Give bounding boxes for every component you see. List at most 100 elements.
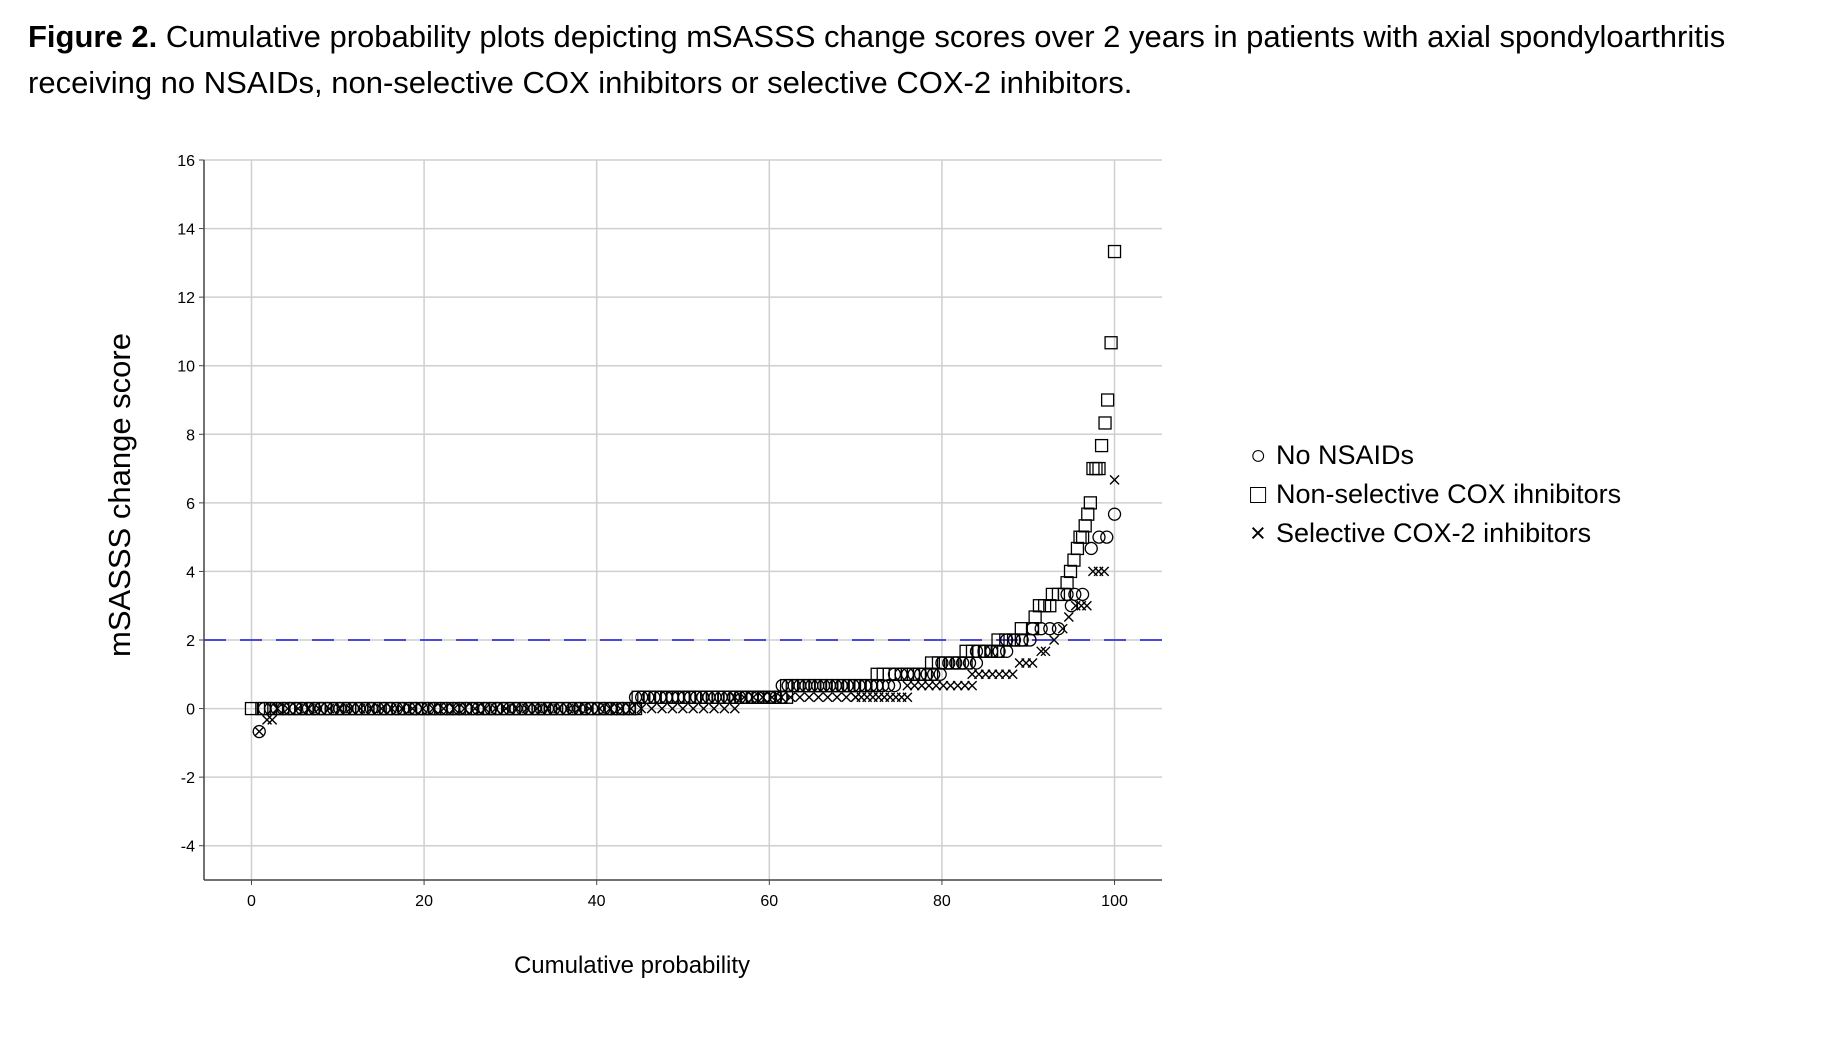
- y-tick-label: -2: [181, 770, 195, 787]
- data-point-non-selective-cox: [1075, 530, 1090, 544]
- data-point-selective-cox2: [459, 703, 470, 714]
- x-axis-title: Cumulative probability: [514, 952, 750, 979]
- data-point-selective-cox2: [293, 703, 304, 714]
- data-point-selective-cox2: [313, 703, 324, 714]
- data-point-selective-cox2: [542, 703, 553, 714]
- data-point-selective-cox2: [480, 703, 491, 714]
- data-point-selective-cox2: [386, 703, 397, 714]
- data-point-non-selective-cox: [1014, 633, 1028, 647]
- data-point-selective-cox2: [657, 703, 668, 714]
- x-tick-label: 0: [247, 893, 256, 910]
- data-point-selective-cox2: [521, 703, 532, 714]
- data-point-non-selective-cox: [1043, 599, 1057, 613]
- legend-label: Selective COX-2 inhibitors: [1276, 518, 1592, 548]
- x-tick-label: 80: [933, 893, 951, 910]
- legend-label: Non-selective COX ihnibitors: [1276, 479, 1622, 509]
- data-point-selective-cox2: [923, 680, 934, 691]
- y-axis-title: mSASSS change score: [102, 333, 137, 657]
- data-point-selective-cox2: [1057, 623, 1068, 634]
- data-point-selective-cox2: [646, 703, 657, 714]
- data-point-selective-cox2: [804, 692, 815, 703]
- data-point-no-nsaids: [1075, 587, 1090, 602]
- data-point-selective-cox2: [469, 703, 480, 714]
- data-point-selective-cox2: [1081, 600, 1092, 611]
- data-point-no-nsaids: [1064, 599, 1079, 613]
- data-point-non-selective-cox: [1089, 461, 1103, 476]
- data-point-non-selective-cox: [999, 633, 1013, 647]
- data-point-selective-cox2: [945, 680, 956, 691]
- data-point-non-selective-cox: [1078, 519, 1092, 533]
- data-point-selective-cox2: [729, 692, 740, 703]
- data-point-selective-cox2: [1007, 669, 1018, 680]
- data-point-non-selective-cox: [1067, 553, 1081, 567]
- data-point-non-selective-cox: [1107, 244, 1122, 259]
- x-tick-label: 20: [415, 893, 433, 910]
- y-tick-label: 8: [186, 427, 195, 444]
- data-point-selective-cox2: [303, 703, 314, 714]
- data-point-no-nsaids: [1100, 530, 1114, 544]
- y-tick-label: 4: [186, 564, 195, 581]
- data-point-selective-cox2: [272, 703, 283, 714]
- data-point-selective-cox2: [355, 703, 366, 714]
- data-point-no-nsaids: [1092, 530, 1106, 544]
- y-tick-label: 16: [177, 153, 195, 170]
- y-tick-label: 10: [177, 359, 195, 376]
- data-point-non-selective-cox: [991, 633, 1005, 647]
- data-point-non-selective-cox: [1083, 496, 1098, 510]
- y-tick-label: 0: [186, 702, 195, 719]
- data-point-selective-cox2: [584, 703, 595, 714]
- data-point-selective-cox2: [365, 703, 376, 714]
- data-point-selective-cox2: [739, 692, 750, 703]
- data-point-selective-cox2: [334, 703, 345, 714]
- circle-marker-icon: ○: [1250, 440, 1267, 470]
- axis-layer: 0 20 40 60 80 100 -4 -2 0 2 4 6 8 10 12 14 16: [177, 153, 1162, 910]
- data-point-non-selective-cox: [952, 656, 966, 670]
- figure-caption-text: Cumulative probability plots depicting m…: [28, 19, 1726, 100]
- data-point-non-selective-cox: [1014, 622, 1028, 636]
- square-marker-icon: □: [1250, 479, 1267, 509]
- data-point-no-nsaids: [1107, 507, 1122, 521]
- data-point-selective-cox2: [1036, 646, 1047, 657]
- data-point-non-selective-cox: [945, 656, 959, 670]
- data-point-non-selective-cox: [1073, 530, 1087, 544]
- data-point-non-selective-cox: [244, 701, 259, 716]
- y-tick-label: 6: [186, 496, 195, 513]
- data-point-non-selective-cox: [1070, 541, 1085, 556]
- data-point-non-selective-cox: [1098, 416, 1112, 430]
- data-point-selective-cox2: [282, 703, 293, 714]
- x-tick-label: 60: [760, 893, 778, 910]
- data-point-selective-cox2: [490, 703, 501, 714]
- data-point-selective-cox2: [1049, 635, 1060, 645]
- data-point-no-nsaids: [1043, 622, 1057, 636]
- data-point-selective-cox2: [938, 680, 949, 691]
- data-point-selective-cox2: [757, 692, 768, 703]
- data-point-selective-cox2: [501, 703, 512, 714]
- data-point-selective-cox2: [345, 703, 356, 714]
- data-point-no-nsaids: [1051, 622, 1066, 636]
- data-point-selective-cox2: [719, 703, 730, 714]
- data-point-selective-cox2: [636, 703, 647, 714]
- data-point-selective-cox2: [605, 703, 616, 714]
- data-point-selective-cox2: [776, 692, 787, 703]
- data-point-selective-cox2: [254, 726, 265, 737]
- figure-label: Figure 2.: [28, 19, 158, 54]
- x-marker-icon: ×: [1250, 518, 1266, 548]
- data-point-selective-cox2: [794, 692, 805, 703]
- y-tick-label: 12: [177, 290, 195, 307]
- data-point-non-selective-cox: [924, 656, 939, 670]
- data-point-no-nsaids: [887, 678, 902, 693]
- data-point-selective-cox2: [428, 703, 439, 714]
- data-point-selective-cox2: [952, 680, 963, 691]
- data-point-non-selective-cox: [924, 667, 939, 681]
- data-point-non-selective-cox: [1094, 438, 1109, 453]
- data-point-selective-cox2: [667, 703, 678, 714]
- data-point-selective-cox2: [959, 680, 970, 691]
- data-point-selective-cox2: [916, 680, 927, 691]
- y-tick-label: 2: [186, 633, 195, 650]
- data-point-non-selective-cox: [1060, 576, 1074, 590]
- data-point-selective-cox2: [1040, 646, 1051, 657]
- data-point-selective-cox2: [438, 703, 449, 714]
- data-point-selective-cox2: [417, 703, 428, 714]
- data-point-selective-cox2: [625, 703, 636, 714]
- data-point-no-nsaids: [252, 724, 266, 739]
